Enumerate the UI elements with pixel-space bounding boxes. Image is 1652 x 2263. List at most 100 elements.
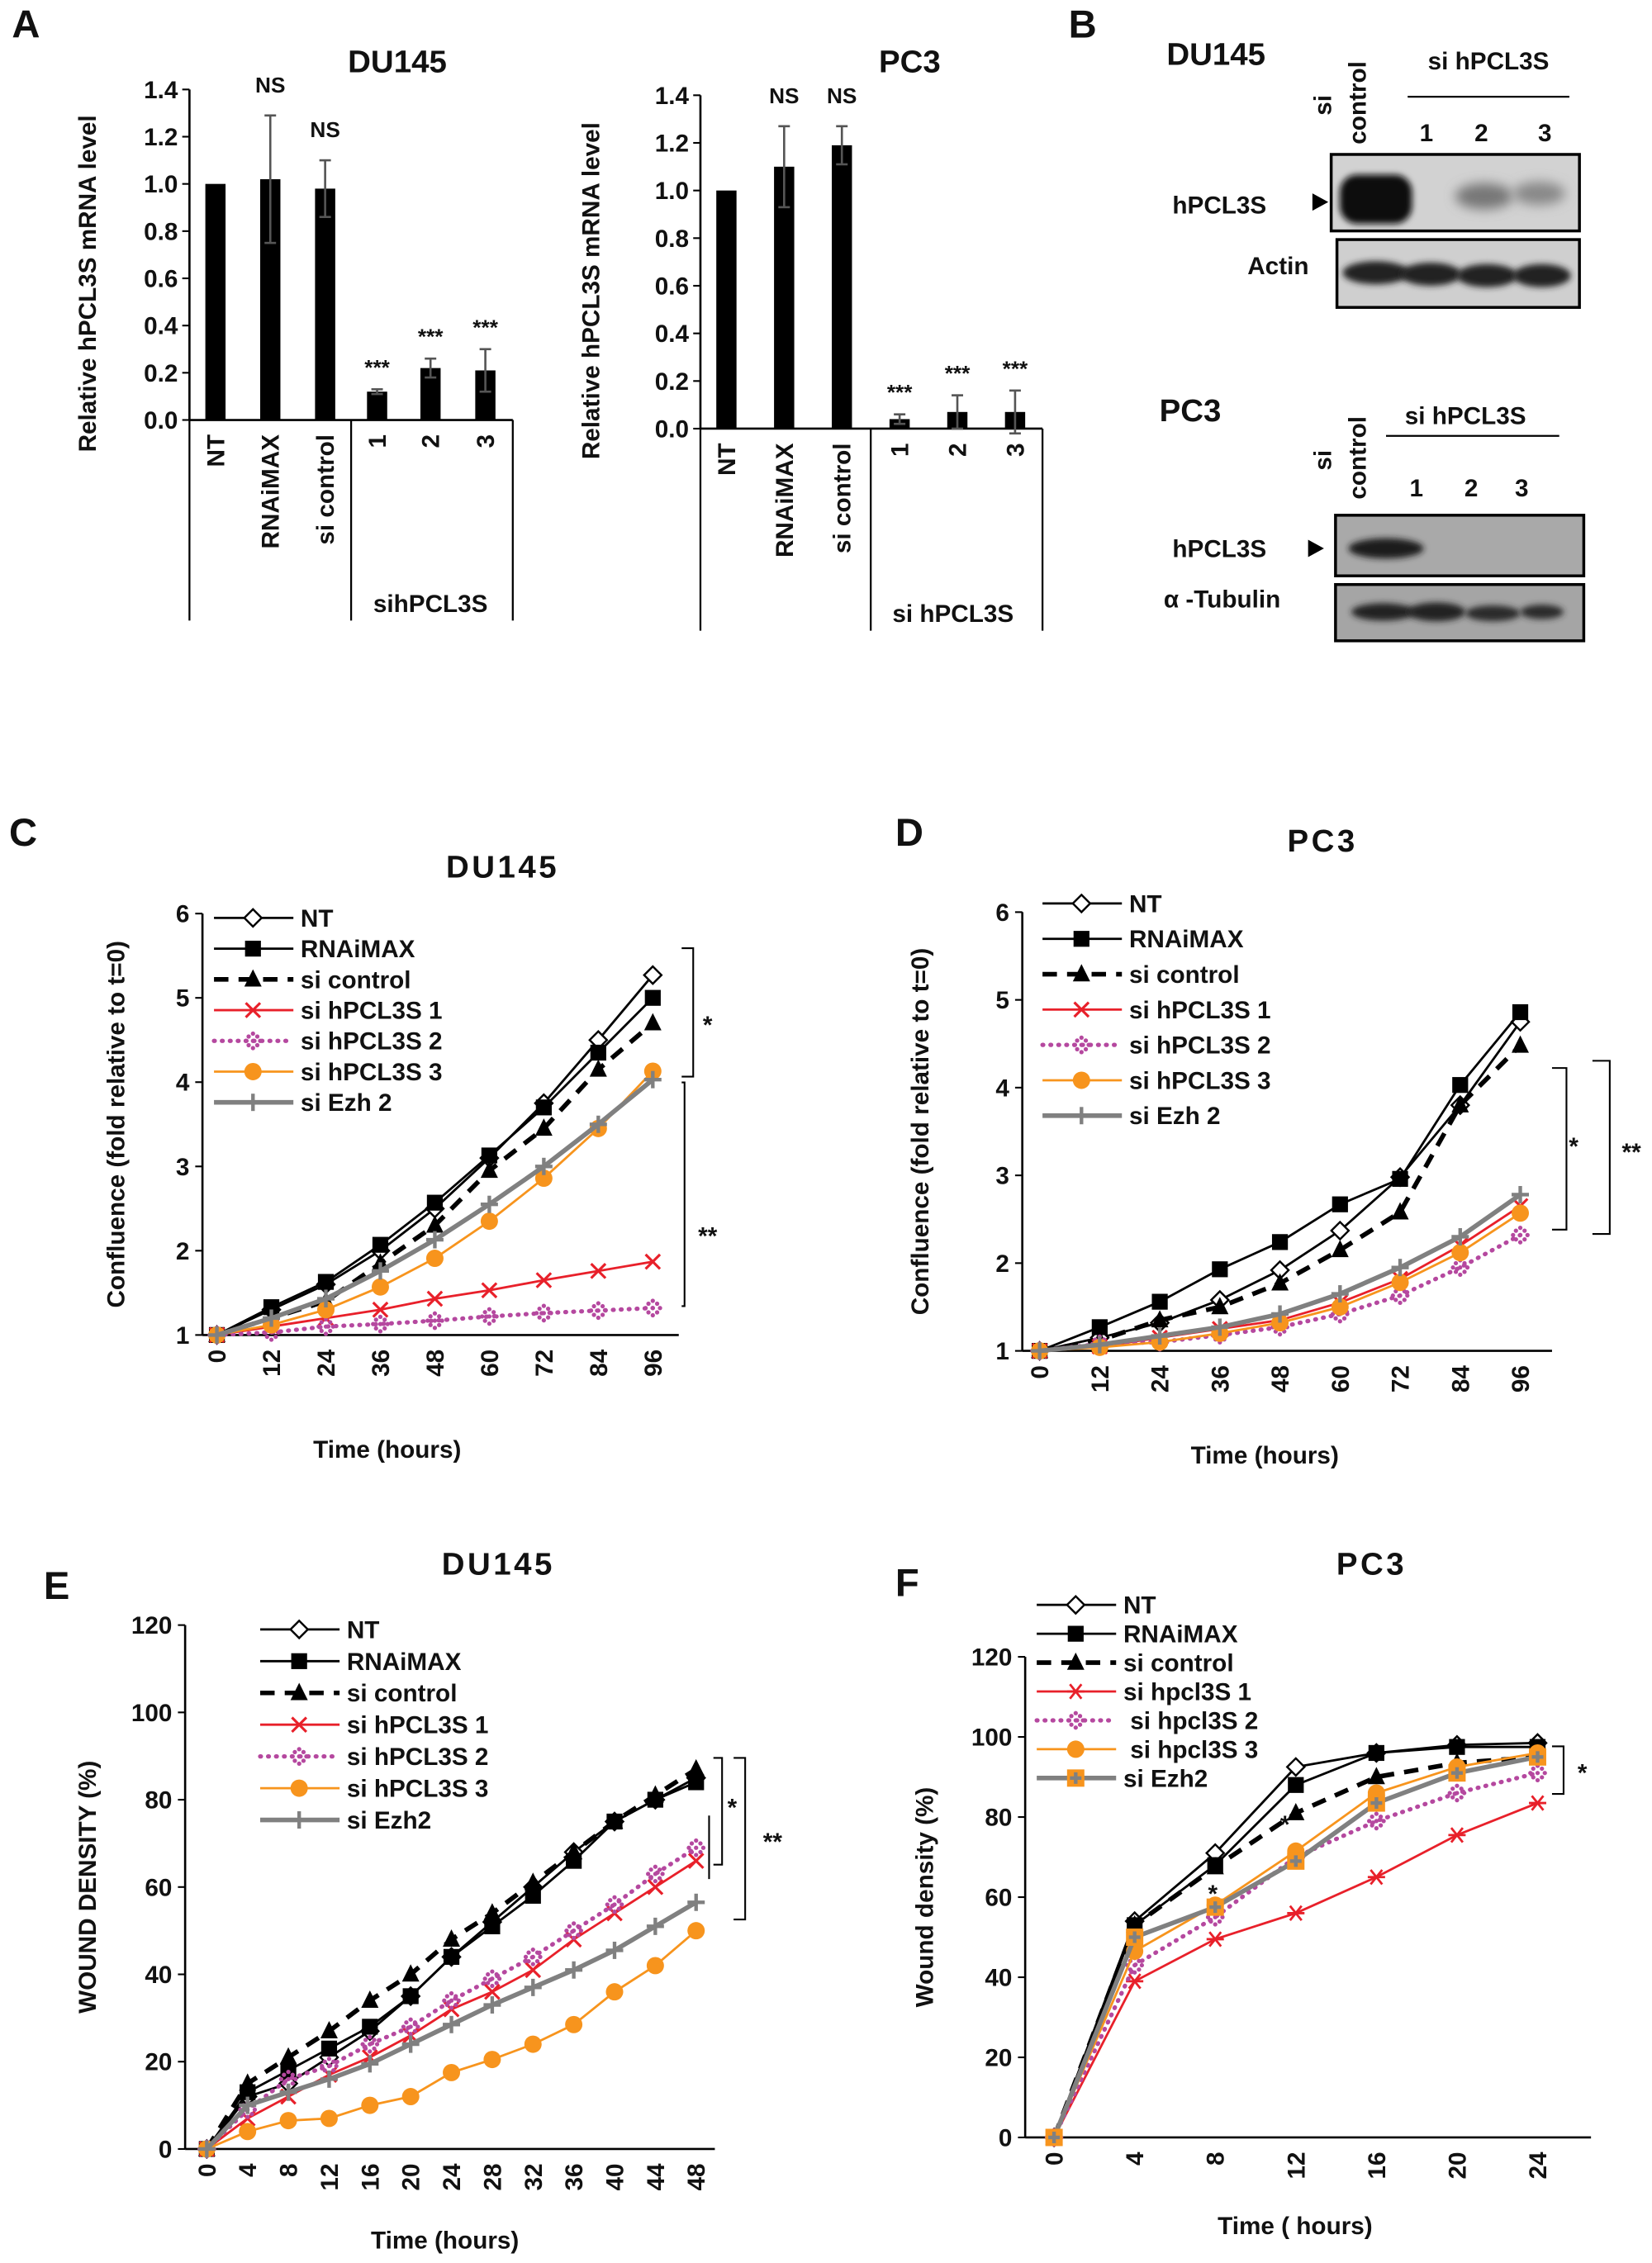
y-tick-label: 1.0: [144, 171, 178, 198]
marker-asterisk: [1529, 1795, 1546, 1811]
series-line: [1039, 1043, 1522, 1354]
marker-filled-circle: [687, 1922, 705, 1940]
significance-label: *: [1578, 1759, 1588, 1786]
chart-title: PC3: [1287, 823, 1357, 859]
series-rnaimax: [208, 989, 661, 1344]
x-tick-label: 48: [683, 2163, 710, 2190]
significance-label: ***: [945, 361, 971, 386]
legend-entry: NT: [214, 905, 334, 932]
bar: [205, 183, 226, 420]
marker-plus: [1151, 1327, 1169, 1345]
y-tick-label: 1.2: [144, 124, 178, 151]
y-tick-label: 0.0: [655, 415, 689, 443]
marker-plus: [208, 1326, 226, 1344]
marker-filled-square: [402, 1988, 419, 2004]
marker-x: [244, 1002, 262, 1018]
marker-filled-triangle: [244, 969, 262, 987]
marker-x: [484, 1983, 501, 2000]
series-si-ezh2: [197, 1893, 705, 2158]
marker-dotted-cross: [523, 1948, 543, 1966]
legend-label: NT: [301, 905, 334, 932]
marker-open-diamond: [1285, 1757, 1307, 1777]
legend-entry: NT: [1037, 1592, 1156, 1620]
marker-square-plus: [1206, 1898, 1224, 1916]
legend-label: si hPCL3S 3: [347, 1776, 489, 1803]
marker-filled-triangle: [1211, 1297, 1229, 1315]
x-tick-label: 48: [1267, 1365, 1294, 1392]
legend-entry: RNAiMAX: [1042, 926, 1244, 953]
significance-label: ***: [472, 315, 498, 339]
legend-label: si hPCL3S 2: [347, 1744, 489, 1771]
blot-title: PC3: [1160, 393, 1222, 429]
marker-x: [1073, 1001, 1090, 1018]
series-si-hpcl3s-3: [208, 1062, 662, 1344]
x-tick-label: 4: [1122, 2152, 1149, 2166]
marker-filled-triangle: [605, 1811, 624, 1829]
significance-bracket: [681, 947, 695, 1078]
band: [1400, 263, 1461, 286]
legend-label: RNAiMAX: [1129, 926, 1244, 953]
y-tick-label: 4: [176, 1070, 190, 1097]
marker-filled-circle: [244, 1062, 262, 1080]
y-tick-label: 1.2: [655, 130, 689, 157]
series-si-ezh2: [1045, 1748, 1546, 2147]
marker-filled-triangle: [290, 1682, 308, 1701]
marker-filled-square: [1073, 931, 1089, 947]
marker-square-plus: [1045, 2128, 1063, 2147]
marker-open-diamond: [643, 965, 663, 985]
significance-label: *: [1569, 1133, 1578, 1160]
significance-bracket: [733, 1757, 747, 1921]
x-tick-label: 36: [561, 2163, 588, 2190]
panel-label-b: B: [1069, 2, 1097, 45]
significance-label: NS: [310, 117, 339, 142]
category-label: 1: [887, 443, 914, 457]
legend-label: RNAiMAX: [301, 936, 415, 963]
x-tick-label: 24: [1147, 1365, 1175, 1393]
x-tick-label: 12: [1087, 1365, 1114, 1392]
y-tick-label: 3: [176, 1154, 190, 1181]
marker-x: [426, 1290, 444, 1307]
marker-filled-circle: [317, 1301, 335, 1319]
marker-dotted-cross: [1528, 1763, 1547, 1783]
marker-filled-triangle: [646, 1785, 664, 1803]
bar-chart-du145: DU145 Relative hPCL3S mRNA level 0.0 0.2 0.4…: [74, 44, 514, 621]
y-tick-label: 80: [985, 1805, 1012, 1832]
x-tick-label: 8: [276, 2163, 303, 2177]
y-tick-label: 2: [176, 1238, 190, 1265]
marker-asterisk: [1066, 1683, 1085, 1700]
legend-label: RNAiMAX: [1123, 1621, 1238, 1649]
x-tick-label: 16: [1364, 2152, 1391, 2179]
marker-dotted-cross: [316, 1317, 335, 1336]
marker-filled-circle: [1066, 1740, 1085, 1758]
significance-label: ***: [887, 380, 913, 405]
x-axis-label: Time (hours): [1191, 1442, 1339, 1469]
marker-filled-triangle: [443, 1929, 461, 1947]
marker-plus: [480, 1195, 498, 1213]
y-tick-label: 1: [176, 1322, 190, 1350]
marker-filled-triangle: [1126, 1914, 1144, 1933]
x-tick-label: 48: [422, 1350, 449, 1377]
marker-square-plus: [1448, 1764, 1466, 1782]
marker-filled-circle: [279, 2112, 297, 2130]
marker-x: [535, 1272, 553, 1288]
marker-filled-circle: [1072, 1071, 1090, 1089]
significance-label: NS: [255, 73, 285, 97]
significance-label: **: [763, 1829, 783, 1856]
marker-asterisk: [1287, 1905, 1305, 1922]
y-tick-label: 5: [995, 987, 1009, 1014]
y-tick-label: 40: [985, 1964, 1012, 1991]
bar: [774, 166, 795, 429]
legend-entry: si Ezh 2: [1042, 1103, 1221, 1130]
x-tick-label: 96: [640, 1350, 667, 1377]
category-label: 1: [364, 434, 392, 448]
y-tick-label: 5: [176, 985, 190, 1013]
marker-dotted-cross: [480, 1307, 499, 1326]
significance-label: *: [1208, 1881, 1218, 1908]
y-tick-label: 100: [971, 1725, 1013, 1752]
marker-plus: [1451, 1228, 1469, 1245]
marker-plus: [1090, 1336, 1108, 1354]
marker-filled-circle: [1271, 1314, 1289, 1332]
marker-x: [291, 1716, 308, 1734]
legend-entry: si Ezh2: [259, 1807, 431, 1834]
band: [1455, 183, 1513, 210]
